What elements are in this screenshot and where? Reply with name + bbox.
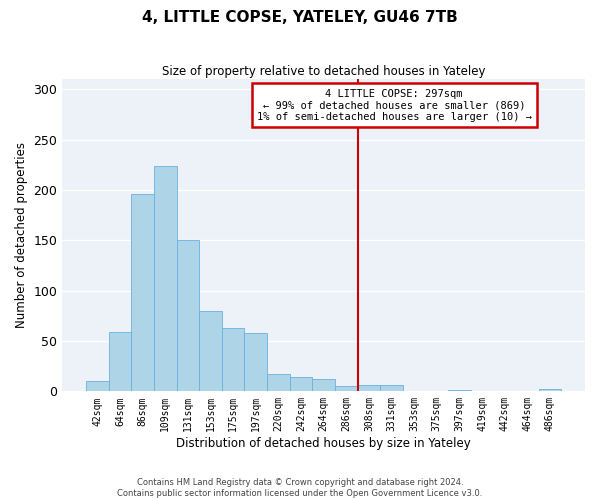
Bar <box>131 194 154 392</box>
Bar <box>109 332 131 392</box>
Title: Size of property relative to detached houses in Yateley: Size of property relative to detached ho… <box>162 65 485 78</box>
Bar <box>154 166 176 392</box>
Bar <box>86 382 109 392</box>
Bar <box>244 333 267 392</box>
Bar <box>199 311 222 392</box>
X-axis label: Distribution of detached houses by size in Yateley: Distribution of detached houses by size … <box>176 437 471 450</box>
Bar <box>222 328 244 392</box>
Bar <box>290 377 313 392</box>
Bar <box>358 386 380 392</box>
Bar <box>380 386 403 392</box>
Text: 4, LITTLE COPSE, YATELEY, GU46 7TB: 4, LITTLE COPSE, YATELEY, GU46 7TB <box>142 10 458 25</box>
Text: Contains HM Land Registry data © Crown copyright and database right 2024.
Contai: Contains HM Land Registry data © Crown c… <box>118 478 482 498</box>
Bar <box>267 374 290 392</box>
Bar <box>448 390 471 392</box>
Y-axis label: Number of detached properties: Number of detached properties <box>15 142 28 328</box>
Bar <box>539 390 561 392</box>
Text: 4 LITTLE COPSE: 297sqm
← 99% of detached houses are smaller (869)
1% of semi-det: 4 LITTLE COPSE: 297sqm ← 99% of detached… <box>257 88 532 122</box>
Bar <box>313 379 335 392</box>
Bar <box>335 386 358 392</box>
Bar <box>176 240 199 392</box>
